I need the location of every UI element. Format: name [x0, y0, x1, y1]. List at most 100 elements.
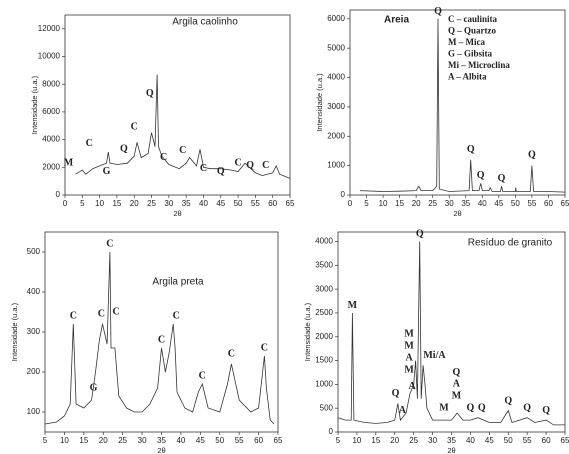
- y-tick-label: 2000: [327, 131, 345, 140]
- y-tick-label: 1000: [315, 379, 333, 388]
- x-tick-label: 15: [371, 436, 380, 445]
- y-tick-label: 1500: [315, 356, 333, 365]
- data-line: [75, 74, 291, 179]
- legend-text: Mi – Microclina: [448, 60, 510, 70]
- peak-label: Q: [120, 144, 128, 155]
- peak-label: Q: [523, 402, 531, 413]
- peak-label: Q: [477, 170, 485, 181]
- peak-label: Mi/A: [423, 350, 446, 361]
- x-tick-label: 50: [234, 199, 243, 208]
- peak-label: Q: [542, 405, 550, 416]
- x-tick-label: 20: [412, 199, 421, 208]
- y-tick-label: 6000: [42, 107, 60, 116]
- x-tick-label: 30: [138, 436, 147, 445]
- x-tick-label: 45: [485, 436, 494, 445]
- x-tick-label: 30: [164, 199, 173, 208]
- x-tick-label: 10: [60, 436, 69, 445]
- peak-label: Q: [416, 229, 424, 240]
- x-tick-label: 45: [216, 199, 225, 208]
- plot-frame: [349, 9, 566, 196]
- peak-label: C: [158, 334, 165, 345]
- x-tick-label: 25: [409, 436, 418, 445]
- x-tick-label: 5: [336, 436, 341, 445]
- peak-label: A: [409, 381, 417, 392]
- y-tick-label: 2500: [315, 308, 333, 317]
- y-tick-label: 500: [27, 247, 41, 256]
- x-tick-label: 0: [63, 199, 68, 208]
- peak-label: Q: [478, 402, 486, 413]
- x-tick-label: 45: [196, 436, 205, 445]
- x-axis-label: 2θ: [157, 446, 165, 454]
- panel-title: Argila preta: [152, 277, 204, 288]
- x-tick-label: 25: [118, 436, 127, 445]
- x-tick-label: 50: [511, 199, 520, 208]
- panel-title: Resíduo de granito: [468, 238, 553, 249]
- peak-label: Q: [246, 160, 254, 171]
- peak-label: M: [404, 364, 414, 375]
- x-tick-label: 60: [254, 436, 263, 445]
- y-axis-label: Intensidade (u.a.): [315, 73, 324, 132]
- peak-label: Q: [217, 166, 225, 177]
- peak-label: M: [452, 391, 462, 402]
- peak-label: A: [406, 352, 414, 363]
- y-tick-label: 4000: [315, 237, 333, 246]
- plot-frame: [64, 14, 291, 196]
- peak-label: C: [200, 163, 207, 174]
- x-tick-label: 10: [379, 199, 388, 208]
- x-tick-label: 15: [79, 436, 88, 445]
- peak-label: G: [90, 382, 98, 393]
- x-tick-label: 40: [466, 436, 475, 445]
- x-tick-label: 65: [561, 436, 569, 445]
- x-tick-label: 40: [478, 199, 487, 208]
- peak-label: Q: [146, 88, 154, 99]
- peak-label: M: [439, 402, 449, 413]
- panel-title: Areia: [384, 15, 409, 26]
- peak-label: M: [64, 157, 74, 168]
- peak-label: C: [262, 160, 269, 171]
- x-tick-label: 40: [199, 199, 208, 208]
- x-tick-label: 55: [527, 199, 536, 208]
- peak-label: C: [173, 310, 180, 321]
- y-tick-label: 200: [27, 367, 41, 376]
- y-tick-label: 12000: [38, 24, 61, 33]
- peak-label: C: [261, 342, 268, 353]
- peak-label: A: [453, 379, 461, 390]
- x-tick-label: 30: [428, 436, 437, 445]
- x-axis-label: 2θ: [173, 209, 181, 218]
- x-tick-label: 50: [504, 436, 513, 445]
- legend-text: Q – Quartzo: [448, 26, 496, 36]
- legend-text: C – caulinita: [448, 14, 498, 24]
- peak-label: Q: [453, 367, 461, 378]
- x-tick-label: 65: [274, 436, 283, 445]
- y-tick-label: 2000: [42, 162, 60, 171]
- x-tick-label: 55: [251, 199, 260, 208]
- y-tick-label: 3500: [315, 260, 333, 269]
- x-tick-label: 5: [43, 436, 48, 445]
- y-tick-label: 0: [56, 190, 61, 199]
- x-tick-label: 35: [447, 436, 456, 445]
- legend-text: A – Albita: [448, 72, 487, 82]
- y-tick-label: 2000: [315, 332, 333, 341]
- x-tick-label: 10: [95, 199, 104, 208]
- x-tick-label: 25: [147, 199, 156, 208]
- peak-label: G: [103, 166, 111, 177]
- x-tick-label: 45: [494, 199, 503, 208]
- x-tick-label: 20: [130, 199, 139, 208]
- y-tick-label: 300: [27, 327, 41, 336]
- y-tick-label: 0: [341, 190, 346, 199]
- peak-label: C: [160, 152, 167, 163]
- peak-label: Q: [504, 395, 512, 406]
- x-tick-label: 10: [352, 436, 361, 445]
- data-line: [44, 251, 275, 425]
- panel-title: Argila caolinho: [172, 17, 238, 28]
- x-tick-label: 55: [523, 436, 532, 445]
- peak-label: Q: [467, 402, 475, 413]
- x-tick-label: 15: [112, 199, 121, 208]
- y-axis-label: Intensidade (u.a.): [30, 75, 39, 134]
- x-tick-label: 60: [268, 199, 277, 208]
- x-tick-label: 50: [215, 436, 224, 445]
- x-tick-label: 20: [390, 436, 399, 445]
- data-line: [359, 18, 566, 193]
- peak-label: C: [234, 157, 241, 168]
- x-tick-label: 5: [364, 199, 369, 208]
